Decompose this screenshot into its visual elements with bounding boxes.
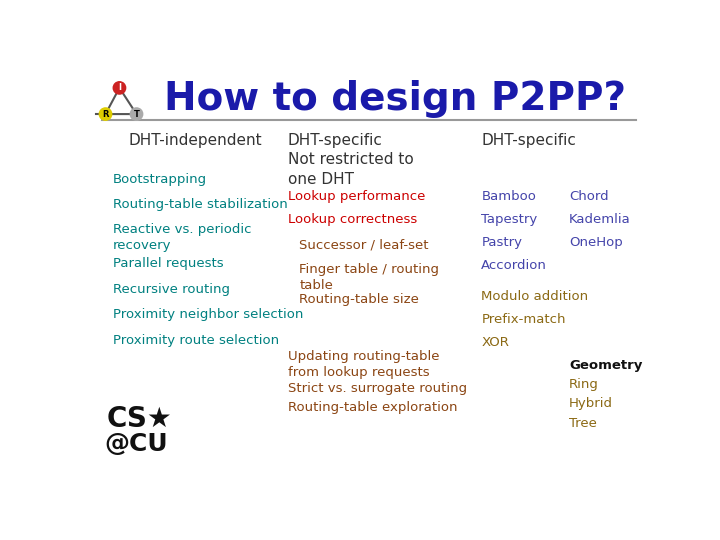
Text: Tapestry: Tapestry (482, 213, 538, 226)
Text: Modulo addition: Modulo addition (482, 289, 588, 302)
Text: DHT-specific: DHT-specific (482, 132, 576, 147)
Text: DHT-independent: DHT-independent (129, 132, 262, 147)
Text: Finger table / routing
table: Finger table / routing table (300, 262, 439, 292)
Text: XOR: XOR (482, 336, 509, 349)
Text: Tree: Tree (569, 417, 597, 430)
Text: Chord: Chord (569, 190, 608, 202)
Text: Prefix-match: Prefix-match (482, 313, 566, 326)
Text: Bamboo: Bamboo (482, 190, 536, 202)
Text: Routing-table stabilization: Routing-table stabilization (113, 198, 288, 211)
Text: Bootstrapping: Bootstrapping (113, 173, 207, 186)
Text: Updating routing-table
from lookup requests: Updating routing-table from lookup reque… (287, 350, 439, 379)
Text: Accordion: Accordion (482, 259, 547, 272)
Text: CS★: CS★ (107, 405, 173, 433)
Text: R: R (102, 110, 109, 119)
Text: Proximity neighbor selection: Proximity neighbor selection (113, 308, 304, 321)
Text: Lookup correctness: Lookup correctness (287, 213, 417, 226)
Text: Geometry: Geometry (569, 359, 642, 372)
Circle shape (130, 108, 143, 120)
Text: @CU: @CU (104, 432, 168, 456)
Circle shape (99, 108, 112, 120)
Text: Kademlia: Kademlia (569, 213, 631, 226)
Text: Hybrid: Hybrid (569, 397, 613, 410)
Circle shape (113, 82, 126, 94)
Text: Routing-table exploration: Routing-table exploration (287, 401, 457, 414)
Text: Parallel requests: Parallel requests (113, 257, 224, 271)
Text: Recursive routing: Recursive routing (113, 283, 230, 296)
Text: Reactive vs. periodic
recovery: Reactive vs. periodic recovery (113, 224, 252, 252)
Text: Proximity route selection: Proximity route selection (113, 334, 279, 347)
Text: Lookup performance: Lookup performance (287, 190, 425, 202)
Text: DHT-specific
Not restricted to
one DHT: DHT-specific Not restricted to one DHT (287, 132, 413, 187)
Text: T: T (134, 110, 140, 119)
Text: Routing-table size: Routing-table size (300, 294, 419, 307)
Text: Ring: Ring (569, 378, 599, 391)
Text: I: I (118, 83, 121, 92)
Text: Pastry: Pastry (482, 236, 523, 249)
Text: Successor / leaf-set: Successor / leaf-set (300, 238, 428, 251)
Text: How to design P2PP?: How to design P2PP? (163, 80, 626, 118)
Text: Strict vs. surrogate routing: Strict vs. surrogate routing (287, 382, 467, 395)
Text: OneHop: OneHop (569, 236, 623, 249)
